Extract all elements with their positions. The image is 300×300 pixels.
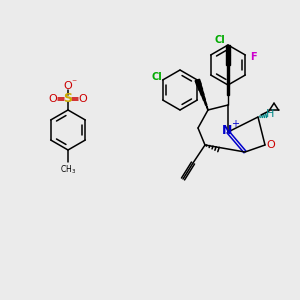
Text: ⁻: ⁻ <box>71 78 76 88</box>
Text: H: H <box>266 109 274 119</box>
Polygon shape <box>227 85 229 95</box>
Polygon shape <box>197 84 202 91</box>
Polygon shape <box>227 75 229 85</box>
Polygon shape <box>206 105 208 110</box>
Text: S: S <box>64 92 73 106</box>
Text: $\mathrm{CH_3}$: $\mathrm{CH_3}$ <box>60 163 76 175</box>
Text: O: O <box>79 94 87 104</box>
Polygon shape <box>204 100 207 105</box>
Polygon shape <box>200 89 204 95</box>
Text: O: O <box>267 140 275 150</box>
Polygon shape <box>226 45 230 55</box>
Text: Cl: Cl <box>151 72 162 82</box>
Text: O: O <box>49 94 57 104</box>
Polygon shape <box>202 95 206 100</box>
Text: N: N <box>222 124 232 137</box>
Text: Cl: Cl <box>214 35 225 45</box>
Text: F: F <box>250 52 256 62</box>
Text: O: O <box>64 81 72 91</box>
Polygon shape <box>226 55 230 65</box>
Polygon shape <box>195 79 201 86</box>
Text: +: + <box>231 119 239 129</box>
Polygon shape <box>226 65 230 75</box>
